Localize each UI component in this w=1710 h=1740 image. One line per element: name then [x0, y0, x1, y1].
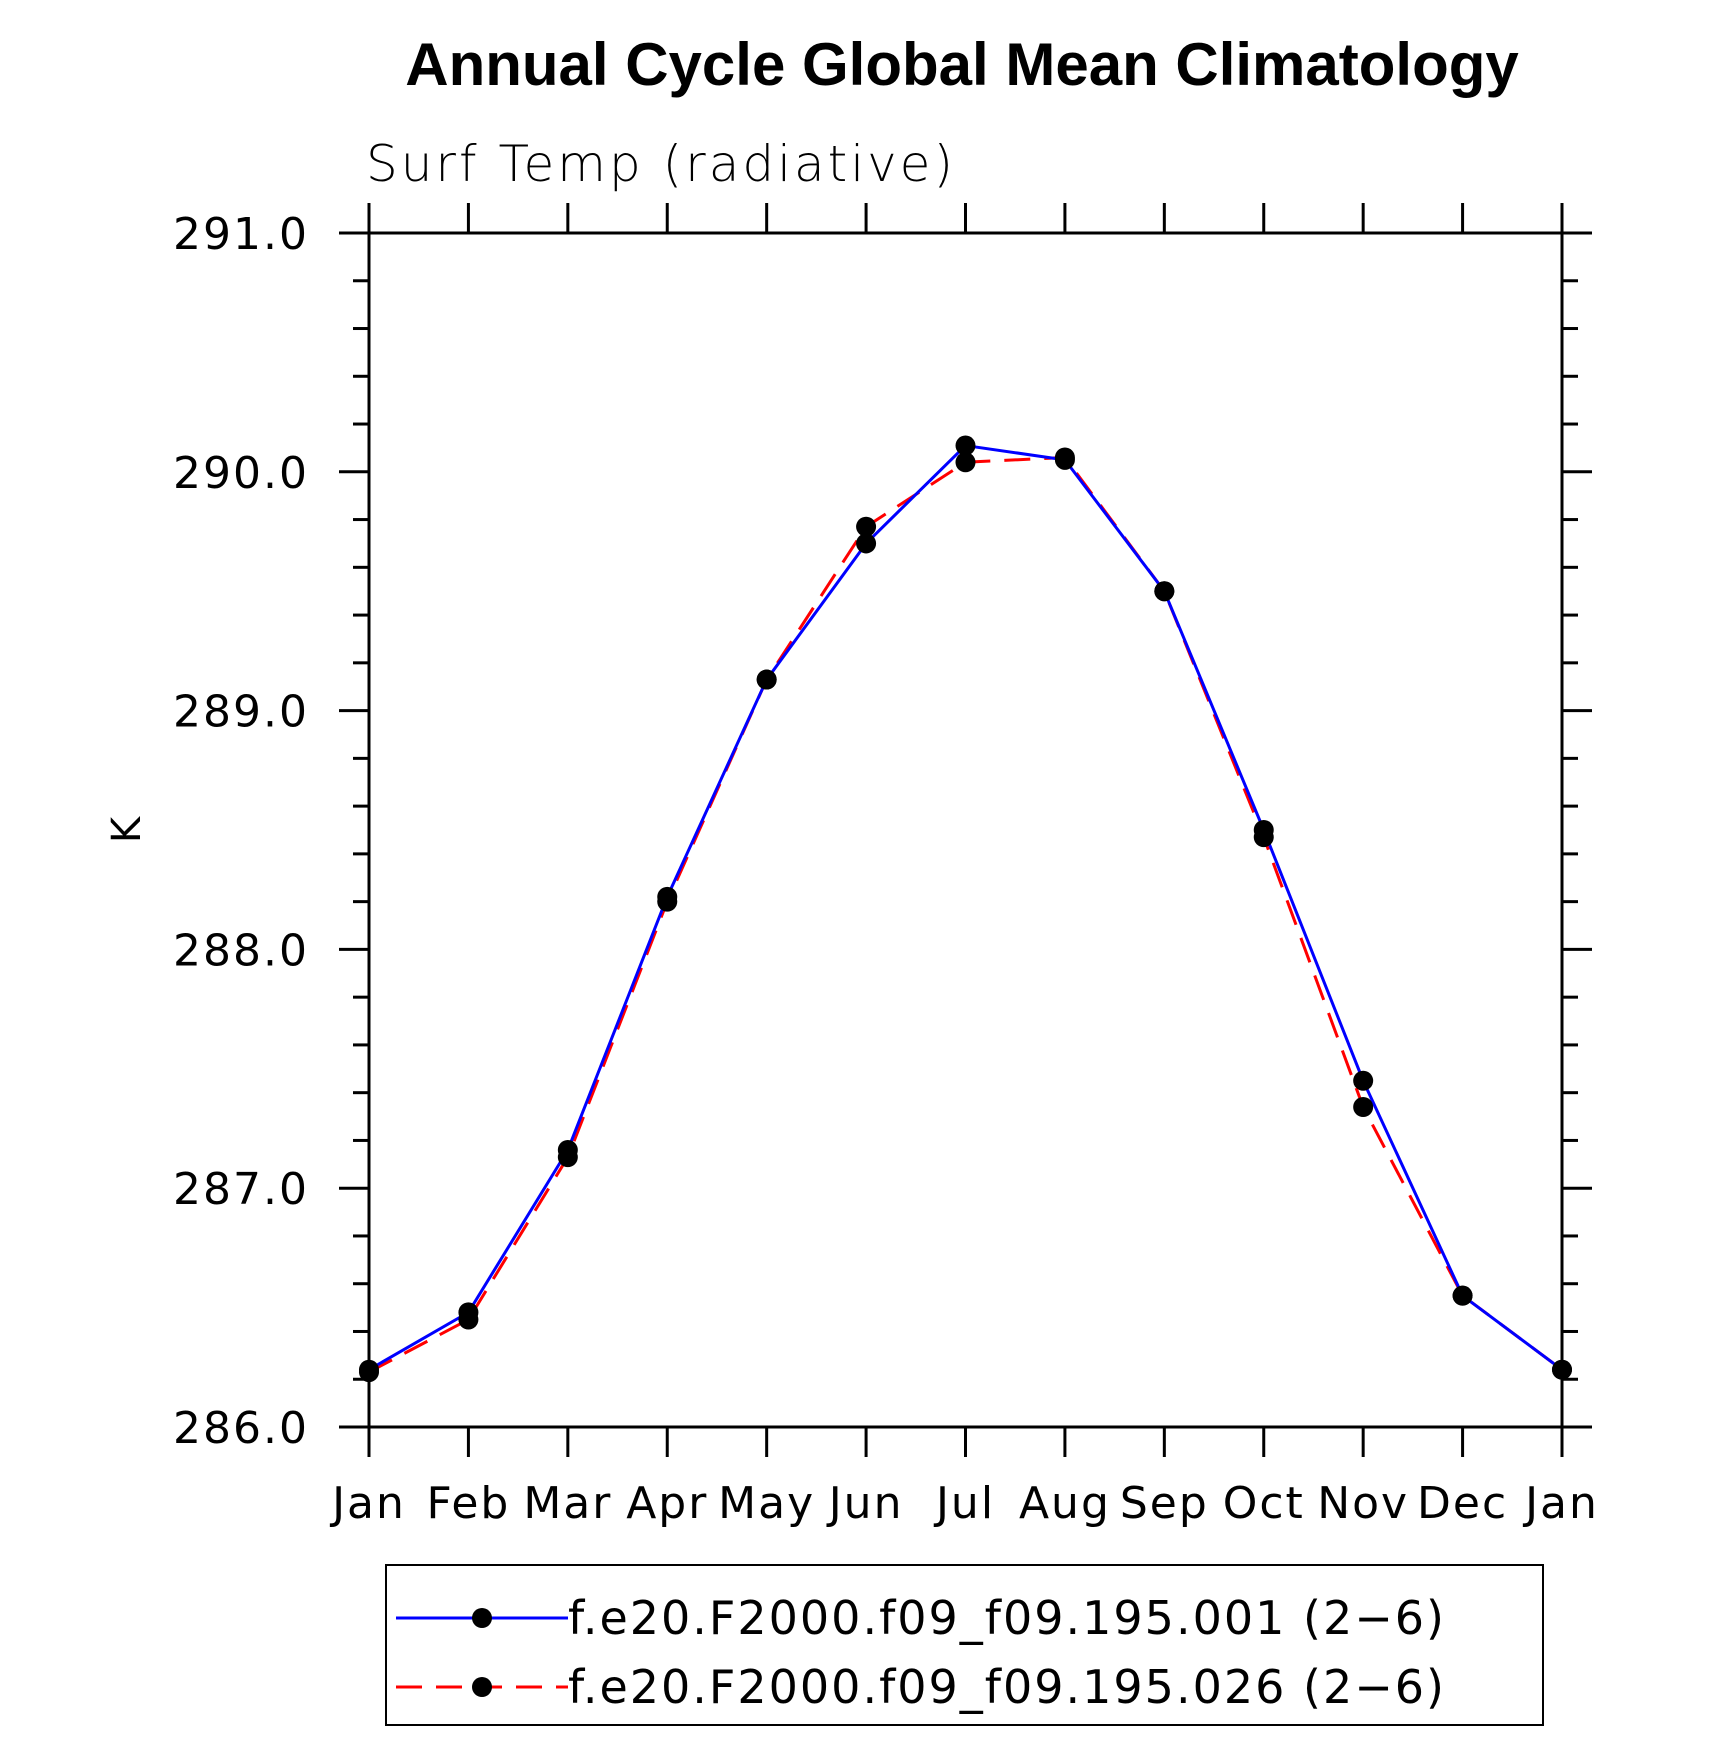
data-point	[458, 1309, 479, 1330]
data-point	[557, 1147, 578, 1168]
data-point	[955, 452, 976, 473]
x-tick-label: Jul	[933, 1478, 995, 1529]
y-tick-label: 290.0	[173, 448, 309, 499]
legend-marker	[472, 1608, 492, 1628]
x-tick-label: Nov	[1317, 1478, 1409, 1529]
data-point	[856, 533, 877, 554]
x-tick-label: May	[718, 1478, 815, 1529]
y-axis-label: K	[104, 815, 150, 843]
y-tick-label: 287.0	[173, 1164, 309, 1215]
y-tick-label: 289.0	[173, 687, 309, 738]
series-line	[368, 443, 1563, 1371]
data-point	[756, 669, 777, 690]
legend-label: f.e20.F2000.f09_f09.195.001 (2−6)	[568, 1591, 1446, 1645]
x-tick-label: Jan	[329, 1478, 406, 1529]
legend-box	[385, 1564, 1544, 1726]
data-point	[359, 1362, 379, 1383]
y-tick-label: 288.0	[173, 925, 309, 976]
x-tick-label: Dec	[1417, 1478, 1508, 1529]
x-tick-label: Feb	[426, 1478, 510, 1529]
plot-frame	[367, 231, 1564, 1429]
chart-title: Annual Cycle Global Mean Climatology	[405, 31, 1519, 98]
x-tick-label: Sep	[1120, 1478, 1209, 1529]
data-point	[1452, 1285, 1473, 1306]
axis-ticks	[339, 203, 1592, 1457]
x-tick-label: Jan	[1522, 1478, 1599, 1529]
data-point	[1552, 1359, 1572, 1380]
data-point	[955, 435, 976, 456]
chart-subtitle: Surf Temp (radiative)	[366, 135, 956, 193]
data-point	[1054, 447, 1075, 468]
x-tick-label: Oct	[1223, 1478, 1305, 1529]
legend: f.e20.F2000.f09_f09.195.001 (2−6) f.e20.F…	[396, 1591, 1446, 1714]
tick-labels: 286.0 287.0 288.0 289.0 290.0 291.0 Jan Feb Mar A…	[173, 209, 1599, 1529]
x-tick-label: Jun	[826, 1478, 904, 1529]
y-tick-label: 286.0	[173, 1403, 309, 1454]
data-point	[1353, 1097, 1374, 1118]
data-point	[1353, 1070, 1374, 1091]
x-tick-label: Apr	[626, 1478, 708, 1529]
legend-label: f.e20.F2000.f09_f09.195.026 (2−6)	[568, 1660, 1446, 1714]
data-point	[1154, 581, 1175, 602]
x-tick-label: Mar	[523, 1478, 612, 1529]
data-point	[1253, 827, 1274, 848]
legend-marker	[472, 1677, 492, 1697]
data-point	[856, 516, 877, 537]
series-line	[368, 455, 1563, 1374]
y-tick-label: 291.0	[173, 209, 309, 260]
x-tick-label: Aug	[1019, 1478, 1111, 1529]
series-layer	[359, 435, 1572, 1383]
data-point	[657, 891, 678, 912]
